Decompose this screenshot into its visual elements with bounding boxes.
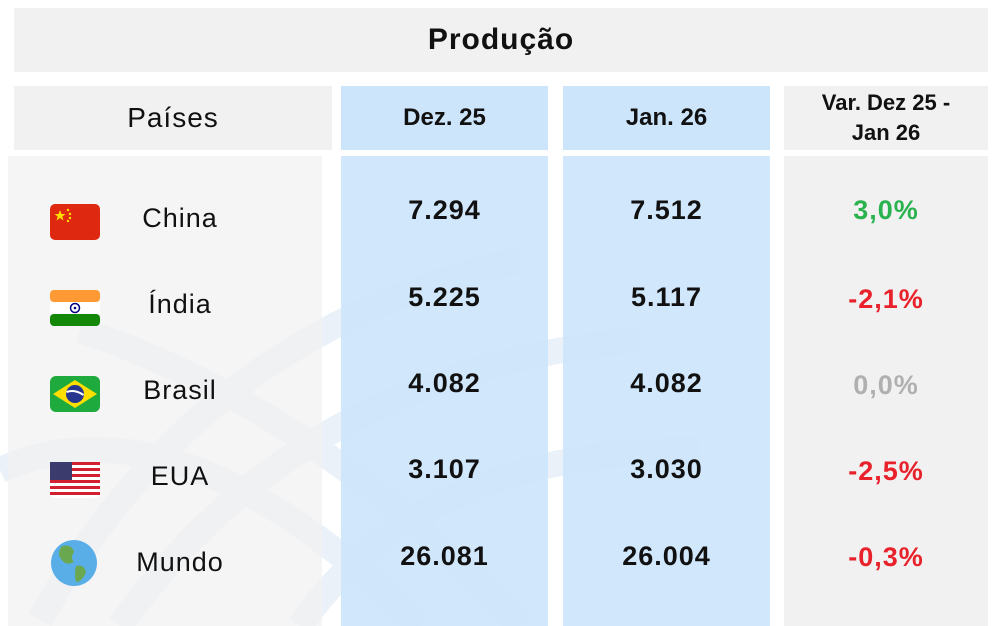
value-cell: 5.117 <box>563 277 770 317</box>
header-cell: Var. Dez 25 - Jan 26 <box>784 86 988 150</box>
page: {"title": "Produção", "table": {"headers… <box>0 0 1000 626</box>
header-text: Var. Dez 25 - Jan 26 <box>806 88 966 148</box>
flag-brazil <box>48 374 102 414</box>
country-name: Mundo <box>120 542 240 582</box>
country-name: EUA <box>120 456 240 496</box>
variation-cell: -2,5% <box>784 451 988 491</box>
title: Produção <box>14 8 988 72</box>
value-cell: 7.512 <box>563 190 770 230</box>
value-cell: 4.082 <box>341 363 548 403</box>
flag-china <box>48 202 102 242</box>
flag-usa <box>48 460 102 500</box>
value-cell: 3.107 <box>341 449 548 489</box>
variation-cell: -2,1% <box>784 279 988 319</box>
value-cell: 5.225 <box>341 277 548 317</box>
flag-india <box>48 288 102 328</box>
variation-cell: 3,0% <box>784 190 988 230</box>
country-name: Brasil <box>120 370 240 410</box>
value-cell: 4.082 <box>563 363 770 403</box>
value-cell: 26.004 <box>563 536 770 576</box>
variation-cell: -0,3% <box>784 537 988 577</box>
value-cell: 3.030 <box>563 449 770 489</box>
country-name: Índia <box>120 284 240 324</box>
header-cell: Jan. 26 <box>563 86 770 150</box>
header-cell: Dez. 25 <box>341 86 548 150</box>
globe-icon <box>48 538 102 588</box>
value-cell: 26.081 <box>341 536 548 576</box>
value-cell: 7.294 <box>341 190 548 230</box>
variation-cell: 0,0% <box>784 365 988 405</box>
country-name: China <box>120 198 240 238</box>
header-cell: Países <box>14 86 332 150</box>
